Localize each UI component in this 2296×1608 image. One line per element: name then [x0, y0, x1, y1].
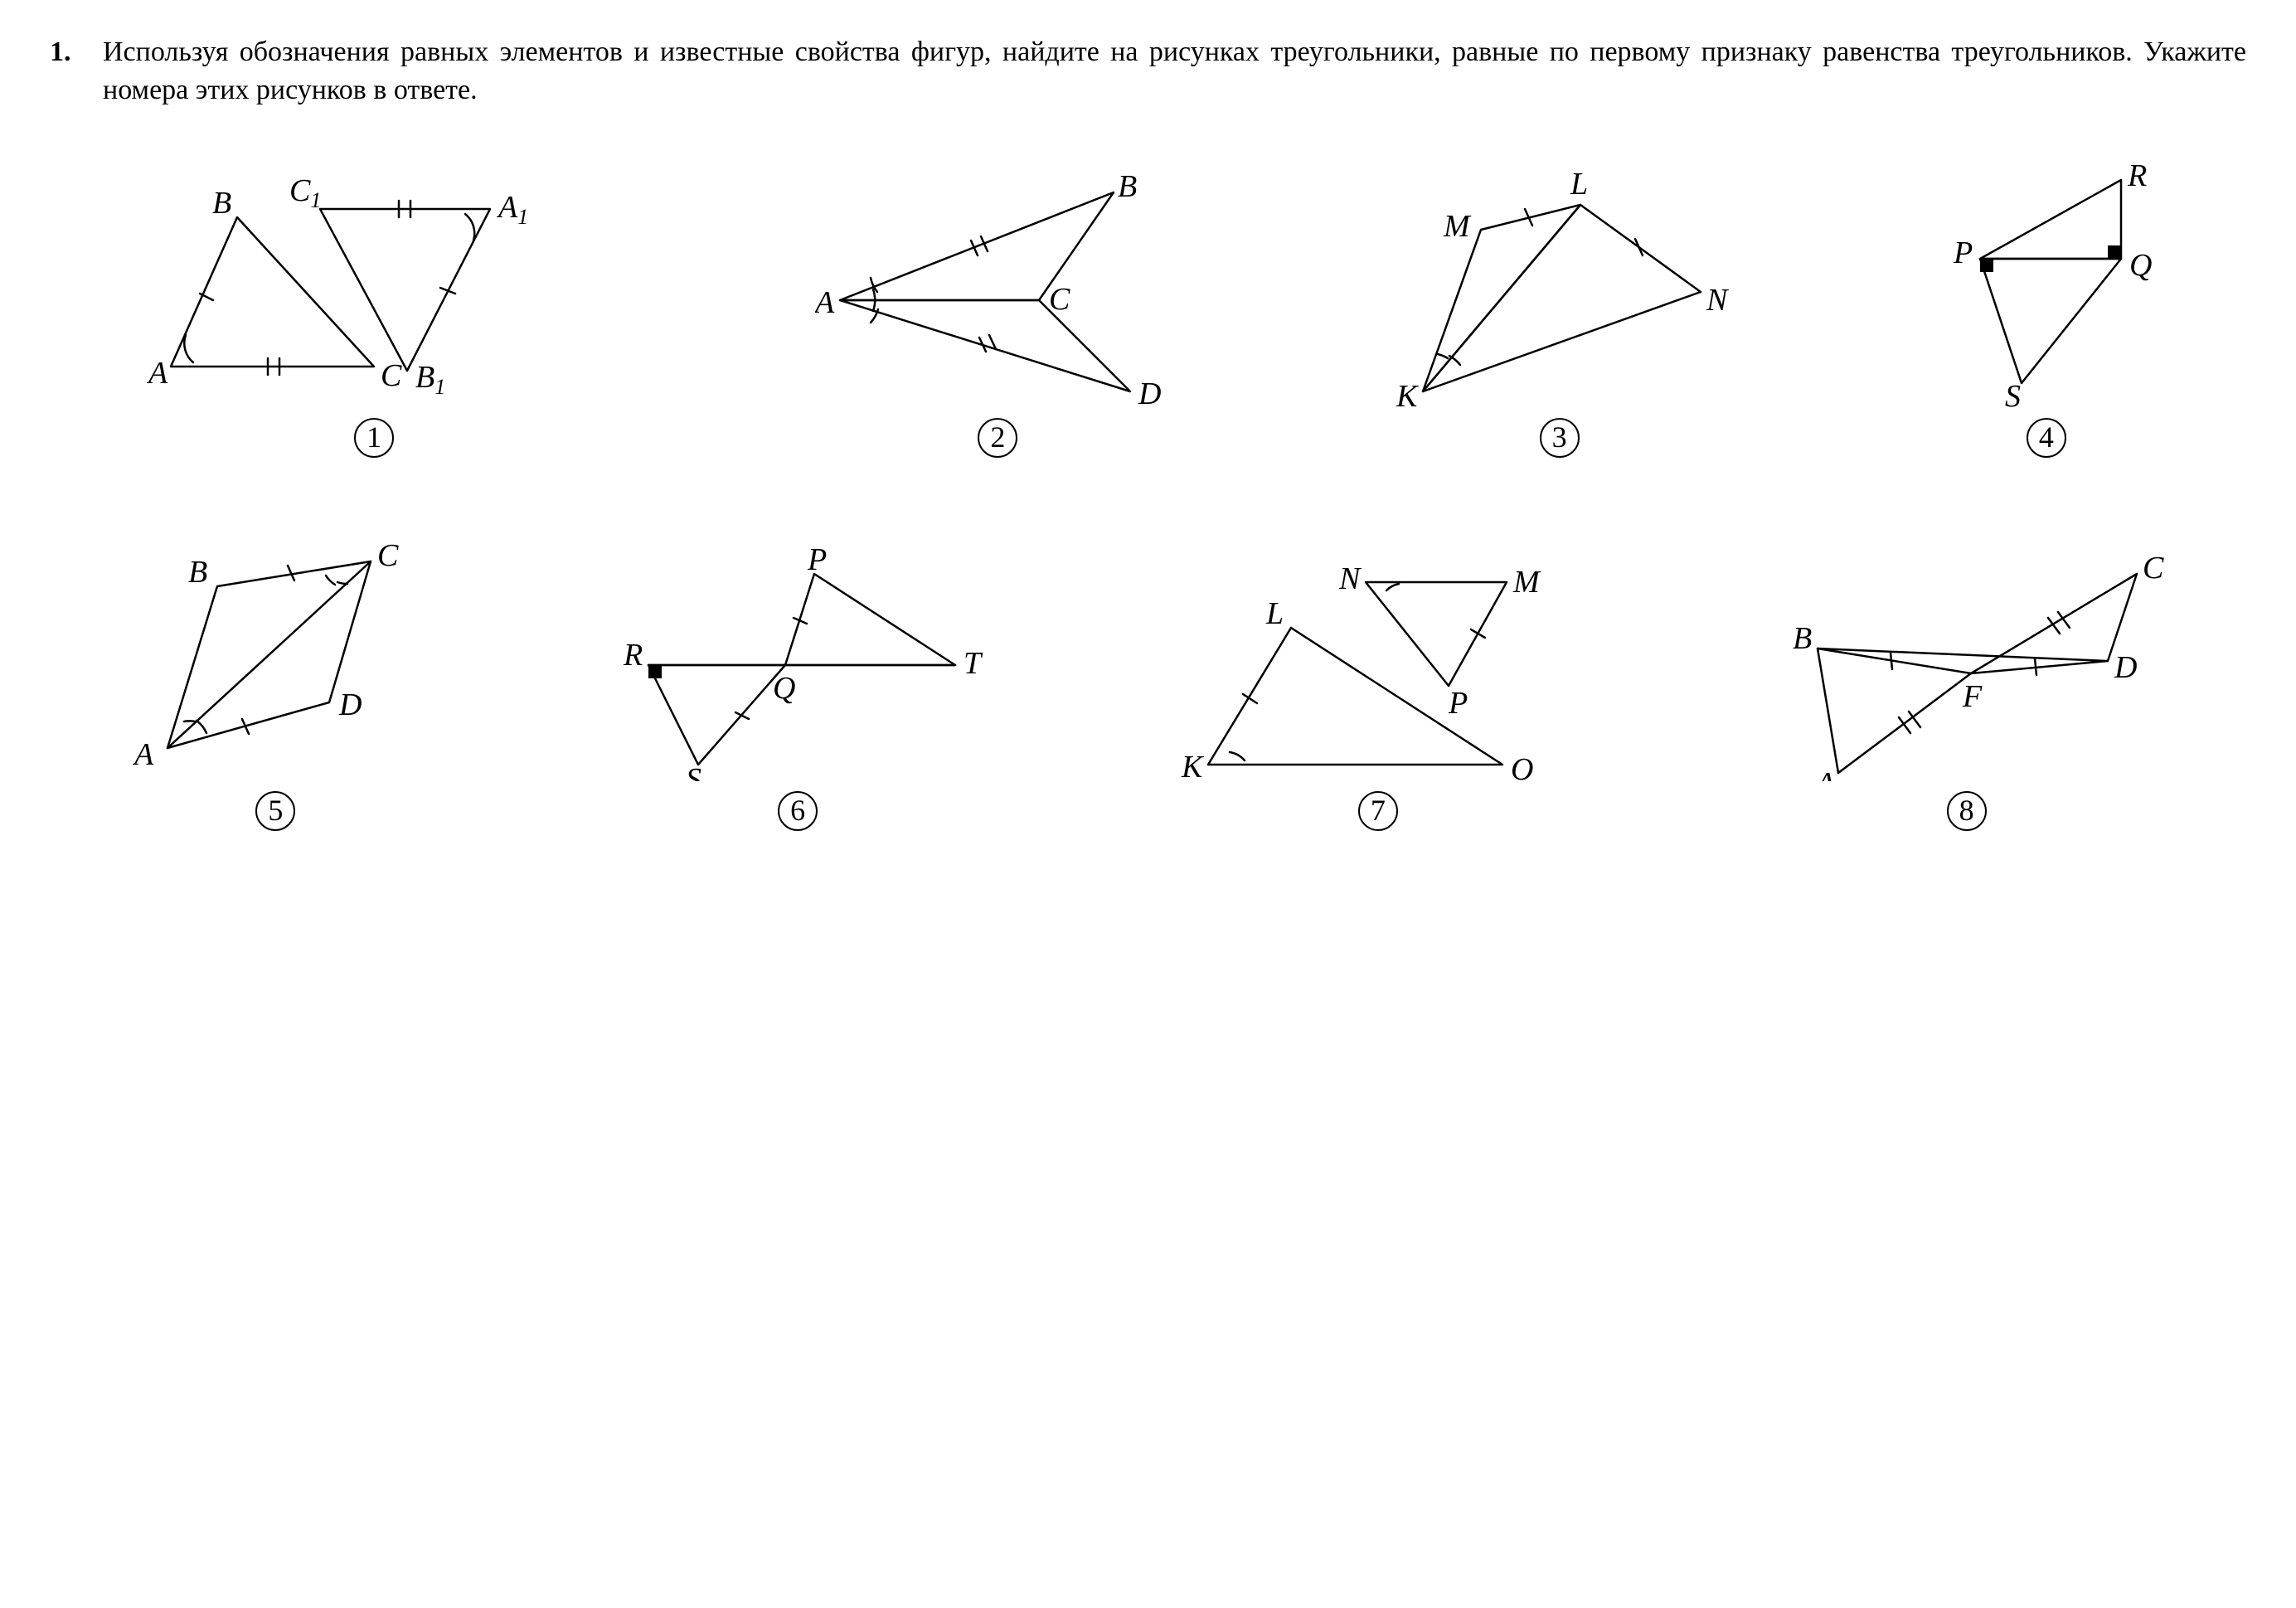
label-D5: D	[338, 687, 362, 722]
figure-6-svg: P Q R S T	[607, 541, 988, 781]
label-B: B	[212, 186, 231, 221]
figures-row-2: A B C D 5 P Q R S T	[50, 516, 2246, 831]
figure-3-svg: K L M N	[1390, 159, 1730, 408]
label-C8: C	[2143, 551, 2164, 585]
figure-2-svg: A B C D	[815, 159, 1180, 408]
label-Q4: Q	[2129, 248, 2152, 283]
figure-8-svg: A B C D F	[1768, 541, 2166, 781]
label-B2: B	[1118, 169, 1137, 204]
figure-number-7: 7	[1358, 791, 1398, 831]
figure-5-svg: A B C D	[130, 516, 420, 781]
label-B5: B	[188, 555, 207, 590]
label-A5: A	[132, 737, 154, 772]
problem-number: 1.	[50, 33, 80, 109]
figure-number-5: 5	[255, 791, 295, 831]
label-N7: N	[1338, 561, 1362, 596]
label-D2: D	[1138, 376, 1161, 408]
label-K7: K	[1181, 750, 1204, 781]
figure-7-svg: K L M N O P	[1175, 541, 1581, 781]
figure-number-8: 8	[1947, 791, 1987, 831]
label-M7: M	[1512, 565, 1541, 600]
label-A1: A1	[496, 190, 528, 229]
label-L3: L	[1570, 167, 1588, 202]
figure-number-4: 4	[2027, 418, 2066, 458]
label-C: C	[381, 358, 402, 393]
label-Q6: Q	[773, 671, 795, 706]
figure-4-svg: P Q R S	[1939, 151, 2154, 408]
figure-6: P Q R S T 6	[607, 541, 988, 831]
label-R4: R	[2127, 158, 2147, 193]
label-A: A	[146, 356, 168, 391]
label-K3: K	[1396, 379, 1419, 408]
figure-1: A B C C1 A1 B1 1	[142, 159, 606, 458]
label-S4: S	[2005, 379, 2021, 408]
figure-4: P Q R S 4	[1939, 151, 2154, 458]
label-A2: A	[815, 285, 835, 320]
figure-3: K L M N 3	[1390, 159, 1730, 458]
label-A8: A	[1813, 766, 1836, 781]
label-P4: P	[1953, 236, 1973, 270]
figure-8: A B C D F 8	[1768, 541, 2166, 831]
label-R6: R	[623, 638, 643, 673]
label-P6: P	[807, 542, 827, 577]
label-C2: C	[1049, 282, 1070, 317]
label-D8: D	[2114, 650, 2137, 685]
figure-2: A B C D 2	[815, 159, 1180, 458]
figure-1-svg: A B C C1 A1 B1	[142, 159, 606, 408]
figure-number-1: 1	[354, 418, 394, 458]
label-M3: M	[1443, 209, 1472, 244]
figure-number-6: 6	[778, 791, 818, 831]
problem-container: 1. Используя обозначения равных элементо…	[50, 33, 2246, 831]
figure-number-2: 2	[978, 418, 1017, 458]
problem-text: 1. Используя обозначения равных элементо…	[50, 33, 2246, 109]
problem-body: Используя обозначения равных элементов и…	[103, 33, 2246, 109]
label-B1: B1	[415, 360, 445, 399]
figure-5: A B C D 5	[130, 516, 420, 831]
label-T6: T	[964, 646, 983, 681]
label-B8: B	[1793, 621, 1812, 656]
figure-number-3: 3	[1540, 418, 1580, 458]
figures-row-1: A B C C1 A1 B1 1	[50, 151, 2246, 458]
label-C1: C1	[289, 173, 321, 212]
label-C5: C	[377, 538, 399, 573]
label-P7: P	[1448, 686, 1468, 721]
label-O7: O	[1511, 752, 1533, 781]
label-L7: L	[1265, 596, 1284, 631]
label-N3: N	[1706, 283, 1730, 318]
label-S6: S	[686, 762, 701, 781]
figure-7: K L M N O P 7	[1175, 541, 1581, 831]
label-F8: F	[1962, 679, 1983, 714]
